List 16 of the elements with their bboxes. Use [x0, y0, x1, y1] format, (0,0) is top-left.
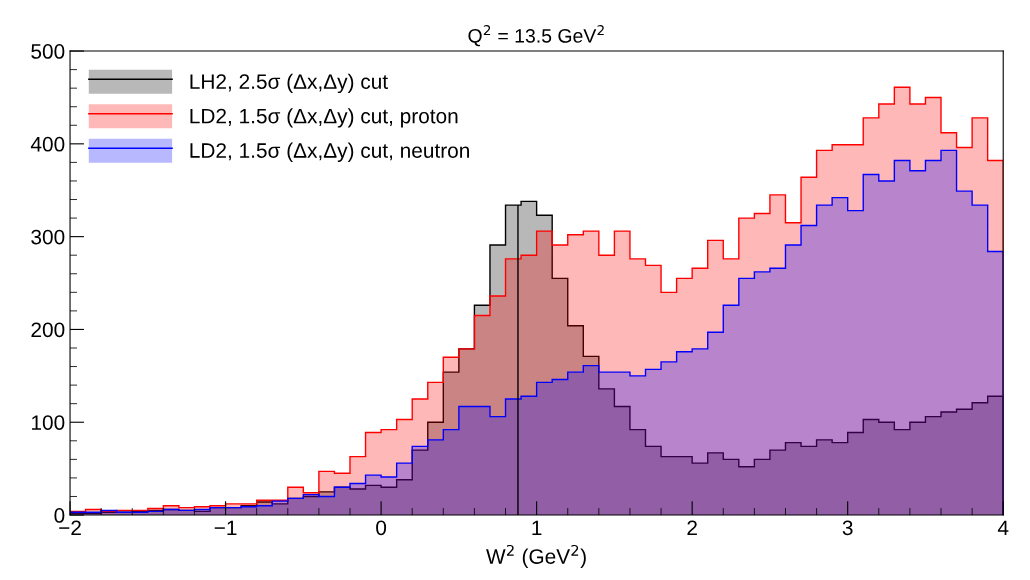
legend-label: LD2, 1.5σ (Δx,Δy) cut, proton	[190, 108, 458, 128]
y-tick-label: 400	[30, 136, 65, 152]
legend-label: LD2, 1.5σ (Δx,Δy) cut, neutron	[190, 142, 469, 163]
y-tick-label: 200	[31, 322, 65, 338]
chart-title: Q$^{2}$ = 13.5 GeV$^{2}$	[468, 25, 604, 47]
legend-label: LH2, 2.5σ (Δx,Δy) cut	[190, 73, 388, 94]
x-tick-label: 4	[997, 520, 1009, 535]
x-tick-label: 0	[376, 520, 387, 536]
y-tick-label: 100	[32, 415, 65, 430]
y-tick-label: 300	[31, 229, 65, 245]
x-tick-label: −1	[214, 520, 237, 535]
x-axis-title: W$^{2}$ (GeV$^{2}$)	[486, 544, 586, 568]
x-tick-label: 3	[842, 520, 853, 536]
y-tick-label: 500	[31, 44, 65, 59]
x-tick-label: 2	[687, 520, 697, 535]
x-tick-label: 1	[532, 520, 542, 535]
